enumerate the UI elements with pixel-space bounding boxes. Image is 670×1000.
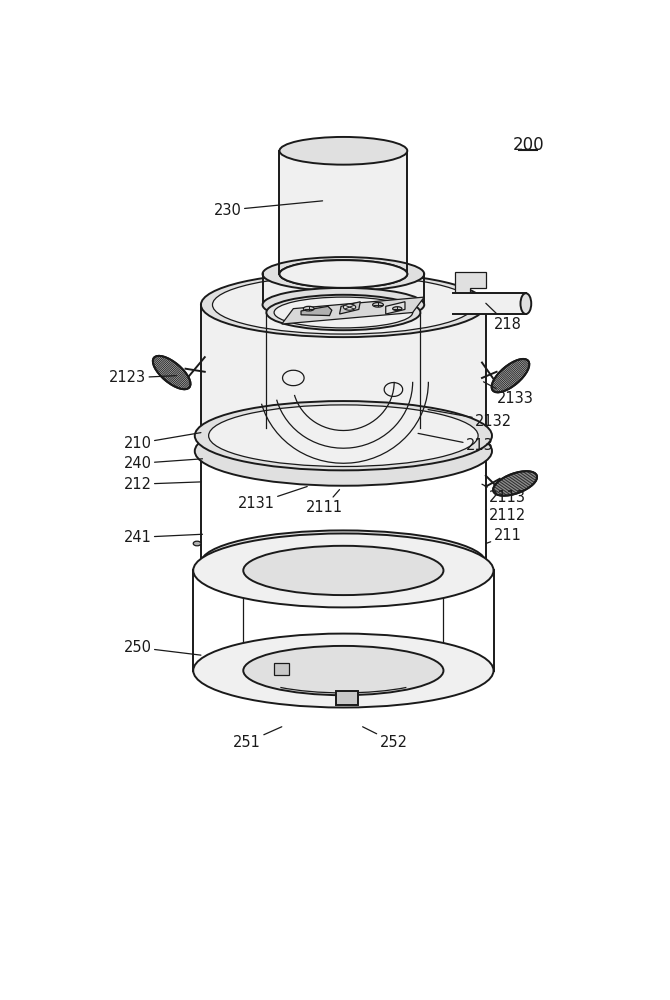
Text: 218: 218 [486,303,521,332]
Text: 240: 240 [124,456,202,471]
Ellipse shape [279,260,407,288]
Ellipse shape [373,302,383,307]
Ellipse shape [153,356,190,389]
Ellipse shape [243,546,444,595]
Ellipse shape [393,307,402,311]
Ellipse shape [193,541,201,546]
Text: 212: 212 [124,477,201,492]
Polygon shape [282,297,424,324]
Polygon shape [455,272,486,299]
Ellipse shape [201,530,486,595]
Text: 210: 210 [124,433,201,451]
Ellipse shape [201,272,486,337]
Text: 250: 250 [124,640,201,655]
Ellipse shape [492,359,529,392]
Text: 2111: 2111 [306,490,342,515]
Ellipse shape [212,276,474,334]
Ellipse shape [274,297,413,328]
Ellipse shape [216,534,470,591]
Text: 2123: 2123 [109,370,176,385]
Text: 2133: 2133 [484,382,533,406]
Polygon shape [336,691,358,705]
Text: 230: 230 [214,201,322,218]
Text: 200: 200 [513,136,544,154]
Ellipse shape [263,257,424,291]
Text: 211: 211 [486,528,521,544]
Text: 2113: 2113 [482,484,526,505]
Ellipse shape [304,306,314,311]
Ellipse shape [193,634,494,708]
Polygon shape [386,302,405,314]
Ellipse shape [193,533,494,607]
Text: 251: 251 [233,727,282,750]
Polygon shape [201,305,486,443]
Ellipse shape [521,293,531,314]
Text: 2112: 2112 [486,508,526,523]
Polygon shape [340,302,360,314]
Ellipse shape [243,646,444,695]
Ellipse shape [208,405,478,466]
Ellipse shape [493,471,537,496]
Polygon shape [279,151,407,274]
Text: 2132: 2132 [428,410,512,429]
Ellipse shape [343,304,356,310]
Ellipse shape [195,416,492,486]
Text: 241: 241 [124,530,202,545]
Text: 252: 252 [362,727,407,750]
Text: 213: 213 [418,433,494,453]
Ellipse shape [195,401,492,470]
Ellipse shape [279,137,407,165]
Ellipse shape [267,295,420,330]
Polygon shape [454,293,526,314]
Polygon shape [301,306,332,316]
Ellipse shape [279,260,407,288]
Polygon shape [274,663,289,675]
Ellipse shape [263,288,424,322]
Text: 2131: 2131 [238,487,307,511]
